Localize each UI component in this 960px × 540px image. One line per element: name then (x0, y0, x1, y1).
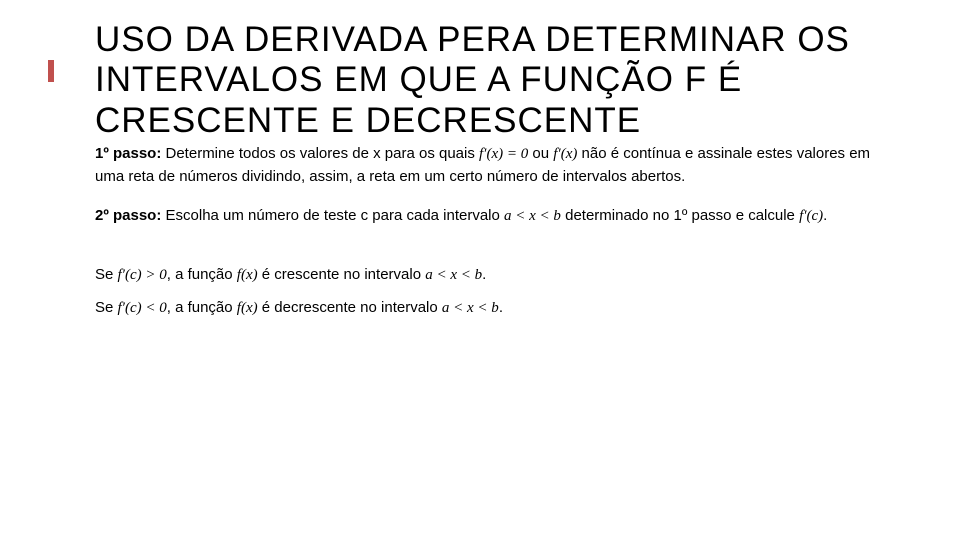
result-2-mid: , a função (167, 299, 237, 316)
result-2-math-a: f′(c) < 0 (118, 300, 167, 316)
step-1-math-a: f′(x) = 0 (479, 146, 528, 162)
step-2-label: 2º passo: (95, 207, 161, 224)
result-1-prefix: Se (95, 266, 118, 283)
result-2-text: é decrescente no intervalo (258, 299, 442, 316)
result-1-suffix: . (482, 266, 486, 283)
step-1: 1º passo: Determine todos os valores de … (95, 143, 900, 188)
result-2-prefix: Se (95, 299, 118, 316)
slide-content: USO DA DERIVADA PERA DETERMINAR OS INTER… (0, 0, 960, 350)
result-2: Se f′(c) < 0, a função f(x) é decrescent… (95, 297, 900, 320)
result-1: Se f′(c) > 0, a função f(x) é crescente … (95, 264, 900, 287)
step-1-label: 1º passo: (95, 145, 161, 162)
result-2-math-c: a < x < b (442, 300, 499, 316)
result-1-text: é crescente no intervalo (258, 266, 426, 283)
step-2: 2º passo: Escolha um número de teste c p… (95, 205, 900, 228)
result-2-math-b: f(x) (237, 300, 258, 316)
result-2-suffix: . (499, 299, 503, 316)
step-2-text-b: determinado no 1º passo e calcule (561, 207, 799, 224)
result-1-math-b: f(x) (237, 267, 258, 283)
spacer (95, 246, 900, 264)
step-1-text-a: Determine todos os valores de x para os … (161, 145, 479, 162)
title-accent-bar (48, 60, 54, 82)
result-1-math-a: f′(c) > 0 (118, 267, 167, 283)
step-1-text-b: ou (528, 145, 553, 162)
step-2-text-c: . (823, 207, 827, 224)
step-1-math-b: f′(x) (553, 146, 577, 162)
result-1-mid: , a função (167, 266, 237, 283)
step-2-math-b: f′(c) (799, 208, 823, 224)
slide-title: USO DA DERIVADA PERA DETERMINAR OS INTER… (95, 20, 900, 141)
result-1-math-c: a < x < b (425, 267, 482, 283)
step-2-math-a: a < x < b (504, 208, 561, 224)
step-2-text-a: Escolha um número de teste c para cada i… (161, 207, 504, 224)
